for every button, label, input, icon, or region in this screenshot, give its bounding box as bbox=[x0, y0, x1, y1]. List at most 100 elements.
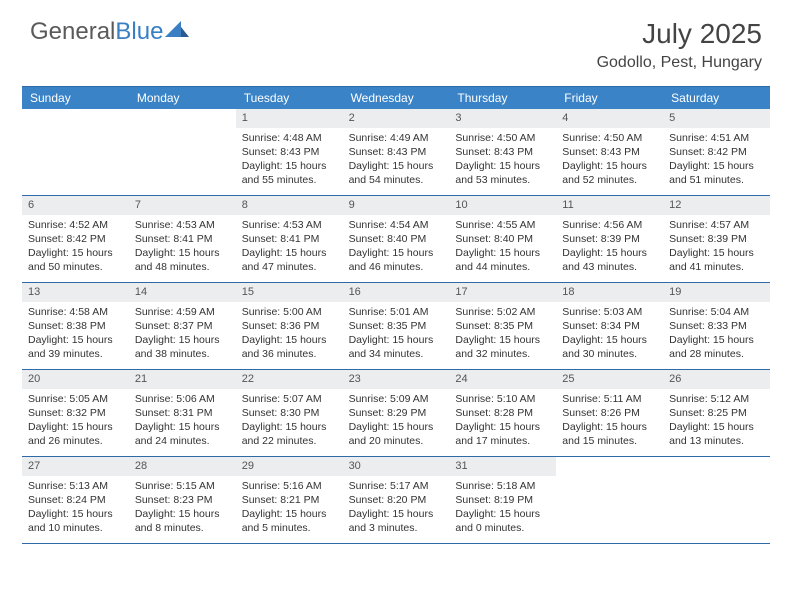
sunrise-line: Sunrise: 4:55 AM bbox=[455, 218, 550, 232]
day-body: Sunrise: 5:09 AMSunset: 8:29 PMDaylight:… bbox=[343, 392, 450, 449]
day-cell: 2Sunrise: 4:49 AMSunset: 8:43 PMDaylight… bbox=[343, 109, 450, 195]
daylight-line: Daylight: 15 hours and 38 minutes. bbox=[135, 333, 230, 361]
calendar: Sunday Monday Tuesday Wednesday Thursday… bbox=[22, 86, 770, 544]
daylight-line: Daylight: 15 hours and 52 minutes. bbox=[562, 159, 657, 187]
day-body: Sunrise: 4:49 AMSunset: 8:43 PMDaylight:… bbox=[343, 131, 450, 188]
day-body: Sunrise: 5:03 AMSunset: 8:34 PMDaylight:… bbox=[556, 305, 663, 362]
day-body: Sunrise: 5:01 AMSunset: 8:35 PMDaylight:… bbox=[343, 305, 450, 362]
day-body: Sunrise: 5:17 AMSunset: 8:20 PMDaylight:… bbox=[343, 479, 450, 536]
day-body: Sunrise: 4:50 AMSunset: 8:43 PMDaylight:… bbox=[556, 131, 663, 188]
dow-sunday: Sunday bbox=[22, 87, 129, 109]
day-cell: 18Sunrise: 5:03 AMSunset: 8:34 PMDayligh… bbox=[556, 283, 663, 369]
week-row: 20Sunrise: 5:05 AMSunset: 8:32 PMDayligh… bbox=[22, 370, 770, 457]
sunrise-line: Sunrise: 5:18 AM bbox=[455, 479, 550, 493]
day-body: Sunrise: 4:50 AMSunset: 8:43 PMDaylight:… bbox=[449, 131, 556, 188]
day-cell: 23Sunrise: 5:09 AMSunset: 8:29 PMDayligh… bbox=[343, 370, 450, 456]
daylight-line: Daylight: 15 hours and 47 minutes. bbox=[242, 246, 337, 274]
day-cell: 30Sunrise: 5:17 AMSunset: 8:20 PMDayligh… bbox=[343, 457, 450, 543]
day-body: Sunrise: 5:12 AMSunset: 8:25 PMDaylight:… bbox=[663, 392, 770, 449]
dow-tuesday: Tuesday bbox=[236, 87, 343, 109]
day-cell: 14 Sunrise: 4:59 AMSunset: 8:37 PMDayligh… bbox=[129, 283, 236, 369]
sunrise-line: Sunrise: 4:54 AM bbox=[349, 218, 444, 232]
day-number: 29 bbox=[236, 457, 343, 476]
sunrise-line: Sunrise: 4:50 AM bbox=[562, 131, 657, 145]
sunrise-line: Sunrise: 5:01 AM bbox=[349, 305, 444, 319]
sunset-line: Sunset: 8:25 PM bbox=[669, 406, 764, 420]
logo-text-general: General bbox=[30, 18, 115, 46]
sunrise-line: Sunrise: 4:51 AM bbox=[669, 131, 764, 145]
sunrise-line: Sunrise: 5:17 AM bbox=[349, 479, 444, 493]
day-cell: 1Sunrise: 4:48 AMSunset: 8:43 PMDaylight… bbox=[236, 109, 343, 195]
sunrise-line: Sunrise: 4:49 AM bbox=[349, 131, 444, 145]
day-body: Sunrise: 4:53 AMSunset: 8:41 PMDaylight:… bbox=[236, 218, 343, 275]
daylight-line: Daylight: 15 hours and 30 minutes. bbox=[562, 333, 657, 361]
day-cell: 6Sunrise: 4:52 AMSunset: 8:42 PMDaylight… bbox=[22, 196, 129, 282]
day-body: Sunrise: 4:53 AMSunset: 8:41 PMDaylight:… bbox=[129, 218, 236, 275]
sunset-line: Sunset: 8:32 PM bbox=[28, 406, 123, 420]
day-body: Sunrise: 5:10 AMSunset: 8:28 PMDaylight:… bbox=[449, 392, 556, 449]
day-number: 31 bbox=[449, 457, 556, 476]
daylight-line: Daylight: 15 hours and 34 minutes. bbox=[349, 333, 444, 361]
sunrise-line: Sunrise: 5:15 AM bbox=[135, 479, 230, 493]
daylight-line: Daylight: 15 hours and 54 minutes. bbox=[349, 159, 444, 187]
sunrise-line: Sunrise: 5:11 AM bbox=[562, 392, 657, 406]
dow-saturday: Saturday bbox=[663, 87, 770, 109]
day-cell: 7 Sunrise: 4:53 AMSunset: 8:41 PMDaylight… bbox=[129, 196, 236, 282]
day-number: 12 bbox=[663, 196, 770, 215]
day-number: 7 bbox=[129, 196, 236, 215]
day-body: Sunrise: 4:51 AMSunset: 8:42 PMDaylight:… bbox=[663, 131, 770, 188]
day-body: Sunrise: 5:18 AMSunset: 8:19 PMDaylight:… bbox=[449, 479, 556, 536]
sunset-line: Sunset: 8:41 PM bbox=[135, 232, 230, 246]
day-number: 14 bbox=[129, 283, 236, 302]
day-cell: 26Sunrise: 5:12 AMSunset: 8:25 PMDayligh… bbox=[663, 370, 770, 456]
day-number: 25 bbox=[556, 370, 663, 389]
dow-wednesday: Wednesday bbox=[343, 87, 450, 109]
week-row: 13Sunrise: 4:58 AMSunset: 8:38 PMDayligh… bbox=[22, 283, 770, 370]
day-cell: 19Sunrise: 5:04 AMSunset: 8:33 PMDayligh… bbox=[663, 283, 770, 369]
sunrise-line: Sunrise: 5:09 AM bbox=[349, 392, 444, 406]
sunset-line: Sunset: 8:34 PM bbox=[562, 319, 657, 333]
sunset-line: Sunset: 8:30 PM bbox=[242, 406, 337, 420]
daylight-line: Daylight: 15 hours and 28 minutes. bbox=[669, 333, 764, 361]
day-number: 24 bbox=[449, 370, 556, 389]
sunrise-line: Sunrise: 5:13 AM bbox=[28, 479, 123, 493]
sunrise-line: Sunrise: 4:58 AM bbox=[28, 305, 123, 319]
daylight-line: Daylight: 15 hours and 48 minutes. bbox=[135, 246, 230, 274]
sunrise-line: Sunrise: 4:53 AM bbox=[242, 218, 337, 232]
sunrise-line: Sunrise: 5:04 AM bbox=[669, 305, 764, 319]
day-number: 1 bbox=[236, 109, 343, 128]
sunset-line: Sunset: 8:21 PM bbox=[242, 493, 337, 507]
day-number: 11 bbox=[556, 196, 663, 215]
sunset-line: Sunset: 8:36 PM bbox=[242, 319, 337, 333]
sunset-line: Sunset: 8:29 PM bbox=[349, 406, 444, 420]
sunset-line: Sunset: 8:26 PM bbox=[562, 406, 657, 420]
logo-text-blue: Blue bbox=[115, 18, 163, 46]
day-cell bbox=[663, 457, 770, 543]
day-body: Sunrise: 4:55 AMSunset: 8:40 PMDaylight:… bbox=[449, 218, 556, 275]
day-body: Sunrise: 4:59 AMSunset: 8:37 PMDaylight:… bbox=[129, 305, 236, 362]
sunrise-line: Sunrise: 5:03 AM bbox=[562, 305, 657, 319]
day-body: Sunrise: 5:16 AMSunset: 8:21 PMDaylight:… bbox=[236, 479, 343, 536]
day-cell: 21Sunrise: 5:06 AMSunset: 8:31 PMDayligh… bbox=[129, 370, 236, 456]
daylight-line: Daylight: 15 hours and 46 minutes. bbox=[349, 246, 444, 274]
day-body: Sunrise: 4:58 AMSunset: 8:38 PMDaylight:… bbox=[22, 305, 129, 362]
location: Godollo, Pest, Hungary bbox=[597, 54, 762, 72]
daylight-line: Daylight: 15 hours and 53 minutes. bbox=[455, 159, 550, 187]
day-cell: 11Sunrise: 4:56 AMSunset: 8:39 PMDayligh… bbox=[556, 196, 663, 282]
day-cell: 31 Sunrise: 5:18 AMSunset: 8:19 PMDayligh… bbox=[449, 457, 556, 543]
sunset-line: Sunset: 8:39 PM bbox=[669, 232, 764, 246]
daylight-line: Daylight: 15 hours and 17 minutes. bbox=[455, 420, 550, 448]
day-cell: 12Sunrise: 4:57 AMSunset: 8:39 PMDayligh… bbox=[663, 196, 770, 282]
week-row: 1Sunrise: 4:48 AMSunset: 8:43 PMDaylight… bbox=[22, 109, 770, 196]
day-number: 17 bbox=[449, 283, 556, 302]
day-number: 6 bbox=[22, 196, 129, 215]
daylight-line: Daylight: 15 hours and 0 minutes. bbox=[455, 507, 550, 535]
daylight-line: Daylight: 15 hours and 15 minutes. bbox=[562, 420, 657, 448]
day-of-week-row: Sunday Monday Tuesday Wednesday Thursday… bbox=[22, 87, 770, 109]
day-cell: 24 Sunrise: 5:10 AMSunset: 8:28 PMDayligh… bbox=[449, 370, 556, 456]
sunset-line: Sunset: 8:38 PM bbox=[28, 319, 123, 333]
daylight-line: Daylight: 15 hours and 13 minutes. bbox=[669, 420, 764, 448]
day-number: 15 bbox=[236, 283, 343, 302]
sunset-line: Sunset: 8:43 PM bbox=[349, 145, 444, 159]
sunrise-line: Sunrise: 5:10 AM bbox=[455, 392, 550, 406]
